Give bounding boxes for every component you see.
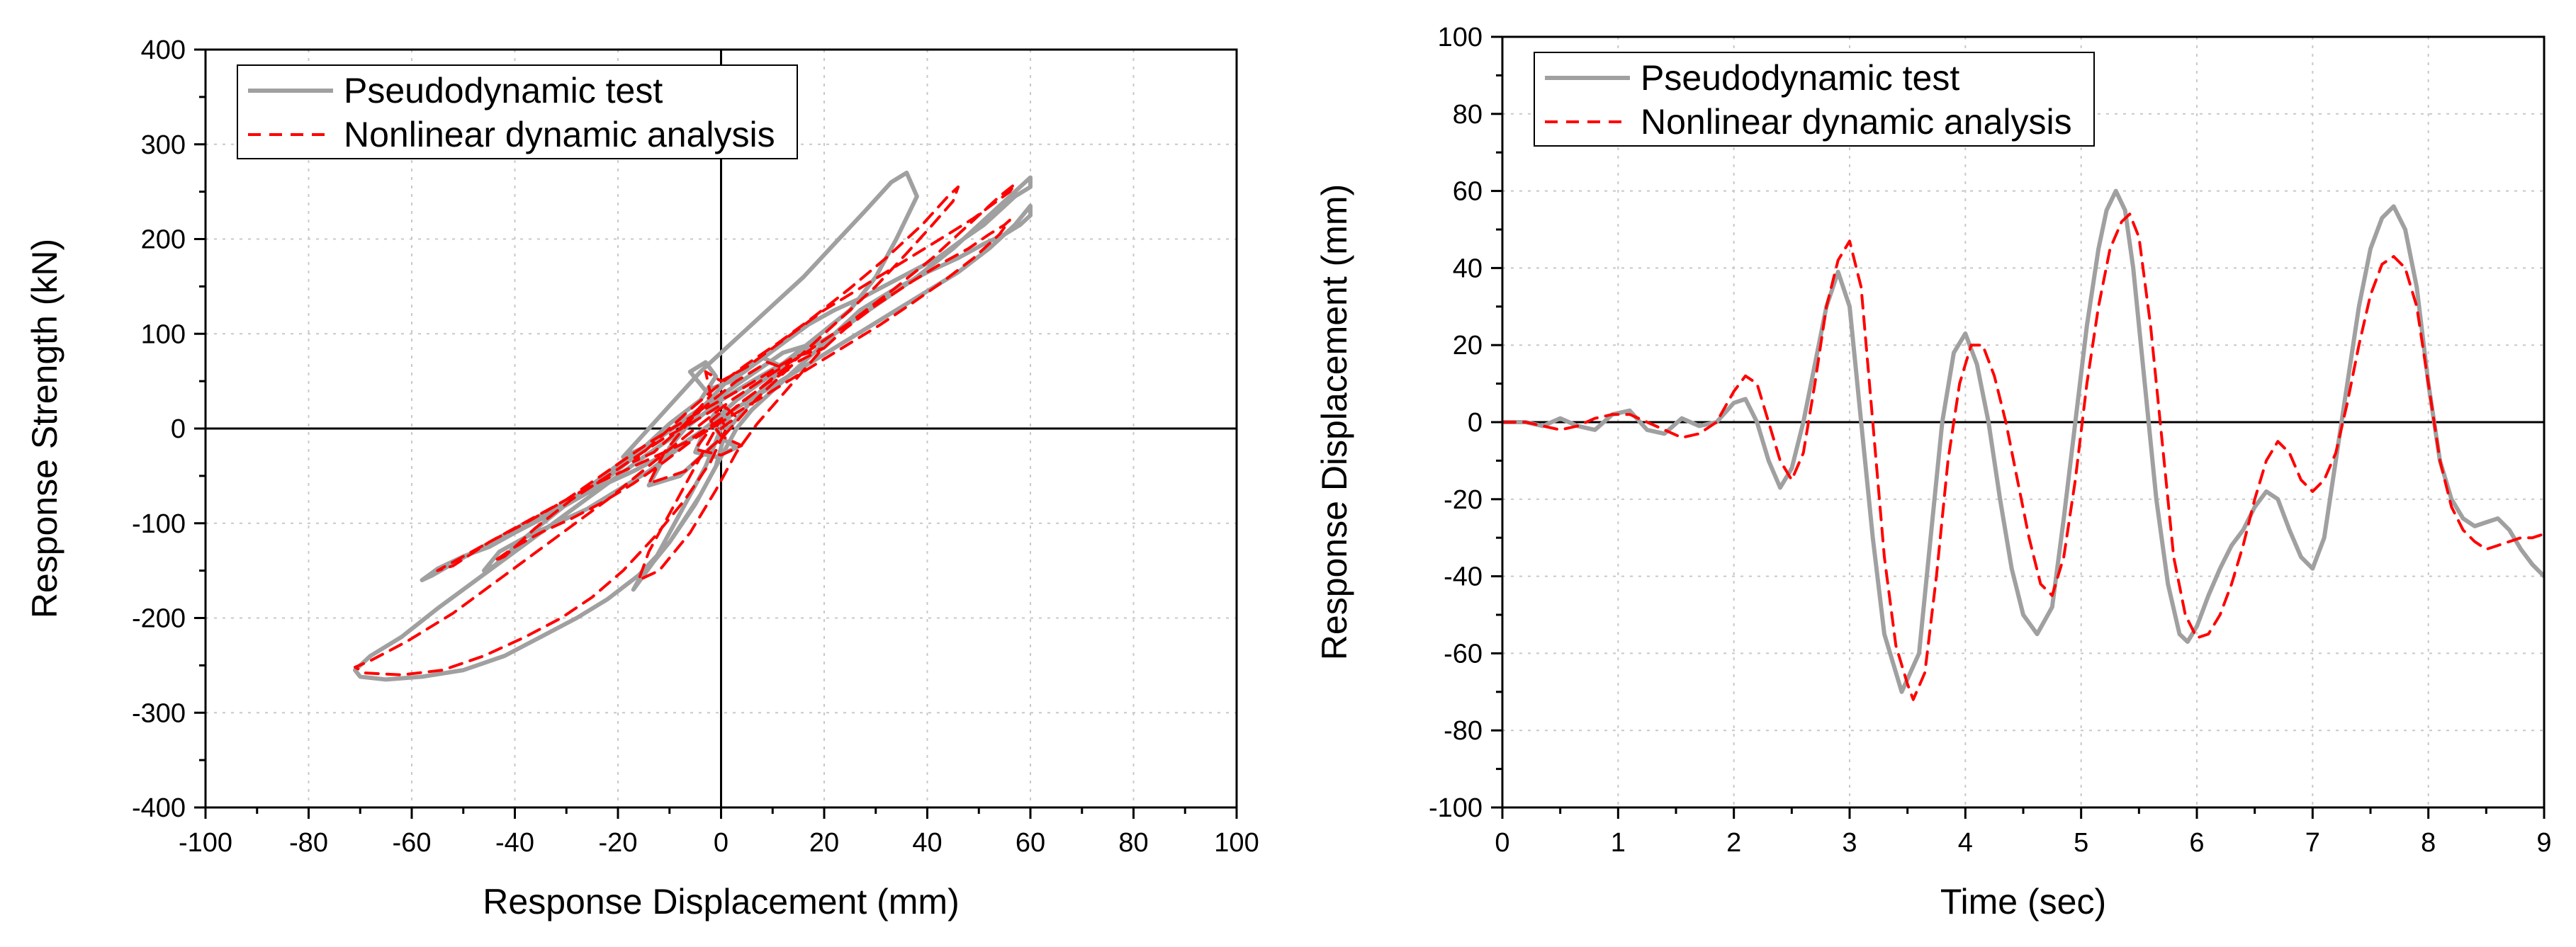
series-line-nonlinear-dynamic-analysis bbox=[354, 182, 1017, 676]
y-tick-label: 200 bbox=[141, 225, 186, 255]
x-axis: -100 -80 -60 -40 -20 0 20 40 60 80 100 bbox=[179, 807, 1259, 858]
y-tick-label: -40 bbox=[1444, 562, 1483, 592]
x-tick-label: 3 bbox=[1842, 828, 1857, 858]
legend-label: Pseudodynamic test bbox=[344, 71, 663, 110]
x-tick-label: 0 bbox=[714, 828, 729, 858]
y-tick-label: -300 bbox=[132, 698, 186, 728]
x-axis: 0 1 2 3 4 5 6 7 8 9 bbox=[1495, 807, 2552, 858]
y-axis-title: Response Displacement (mm) bbox=[1315, 184, 1354, 660]
x-tick-label: 8 bbox=[2421, 828, 2436, 858]
time-history-chart: 0 1 2 3 4 5 6 7 8 9 -100 -80 -60 -40 -20 0 20 40 60 80 100 Ti… bbox=[1315, 23, 2552, 922]
y-tick-label: -200 bbox=[132, 604, 186, 634]
x-tick-label: -100 bbox=[179, 828, 232, 858]
x-tick-label: 7 bbox=[2305, 828, 2320, 858]
x-tick-label: -60 bbox=[393, 828, 432, 858]
y-tick-label: 300 bbox=[141, 130, 186, 160]
series-line-pseudodynamic-test bbox=[353, 170, 1033, 682]
x-tick-label: 5 bbox=[2074, 828, 2088, 858]
hysteresis-chart: -100 -80 -60 -40 -20 0 20 40 60 80 100-400-300-200… bbox=[25, 35, 1259, 922]
x-tick-label: 20 bbox=[809, 828, 839, 858]
x-tick-label: 9 bbox=[2536, 828, 2551, 858]
y-tick-label: -100 bbox=[132, 509, 186, 539]
y-tick-label: -20 bbox=[1444, 485, 1483, 515]
series-group bbox=[353, 170, 1033, 682]
x-tick-label: 60 bbox=[1016, 828, 1045, 858]
legend-box bbox=[1534, 52, 2095, 147]
legend-label: Nonlinear dynamic analysis bbox=[1641, 102, 2072, 142]
legend-label: Nonlinear dynamic analysis bbox=[344, 115, 775, 154]
y-axis-title: Response Strength (kN) bbox=[25, 239, 64, 618]
x-tick-label: -80 bbox=[289, 828, 328, 858]
x-tick-label: 4 bbox=[1958, 828, 1973, 858]
y-tick-label: 100 bbox=[1438, 23, 1483, 52]
y-tick-label: -60 bbox=[1444, 639, 1483, 669]
y-tick-label: 0 bbox=[171, 414, 186, 444]
series-line-nonlinear-dynamic-analysis bbox=[1502, 212, 2544, 701]
x-tick-label: 100 bbox=[1214, 828, 1259, 858]
legend-box bbox=[237, 64, 798, 159]
x-tick-label: -40 bbox=[495, 828, 534, 858]
x-tick-label: 80 bbox=[1118, 828, 1148, 858]
y-tick-label: 40 bbox=[1453, 254, 1483, 283]
y-tick-label: -80 bbox=[1444, 716, 1483, 746]
x-tick-label: 0 bbox=[1495, 828, 1509, 858]
y-tick-label: 100 bbox=[141, 319, 186, 349]
y-tick-label: 80 bbox=[1453, 100, 1483, 130]
legend: Pseudodynamic test Nonlinear dynamic anal… bbox=[237, 64, 798, 159]
x-tick-label: 40 bbox=[912, 828, 942, 858]
y-tick-label: 20 bbox=[1453, 331, 1483, 361]
y-tick-label: -400 bbox=[132, 793, 186, 823]
series-line-pseudodynamic-test bbox=[1502, 188, 2544, 694]
x-tick-label: 1 bbox=[1611, 828, 1626, 858]
x-axis-title: Time (sec) bbox=[1940, 882, 2106, 922]
y-tick-label: 0 bbox=[1468, 408, 1483, 438]
series-group bbox=[1502, 188, 2544, 701]
y-axis: -100 -80 -60 -40 -20 0 20 40 60 80 100 bbox=[1429, 23, 1502, 823]
y-tick-label: -100 bbox=[1429, 793, 1483, 823]
x-tick-label: 2 bbox=[1726, 828, 1741, 858]
x-tick-label: 6 bbox=[2189, 828, 2204, 858]
y-tick-label: 60 bbox=[1453, 177, 1483, 207]
x-tick-label: -20 bbox=[599, 828, 638, 858]
legend-label: Pseudodynamic test bbox=[1641, 58, 1959, 98]
y-tick-label: 400 bbox=[141, 35, 186, 65]
x-axis-title: Response Displacement (mm) bbox=[483, 882, 959, 922]
y-axis: -400 -300 -200 -100 0 100 200 300 400 bbox=[132, 35, 206, 823]
